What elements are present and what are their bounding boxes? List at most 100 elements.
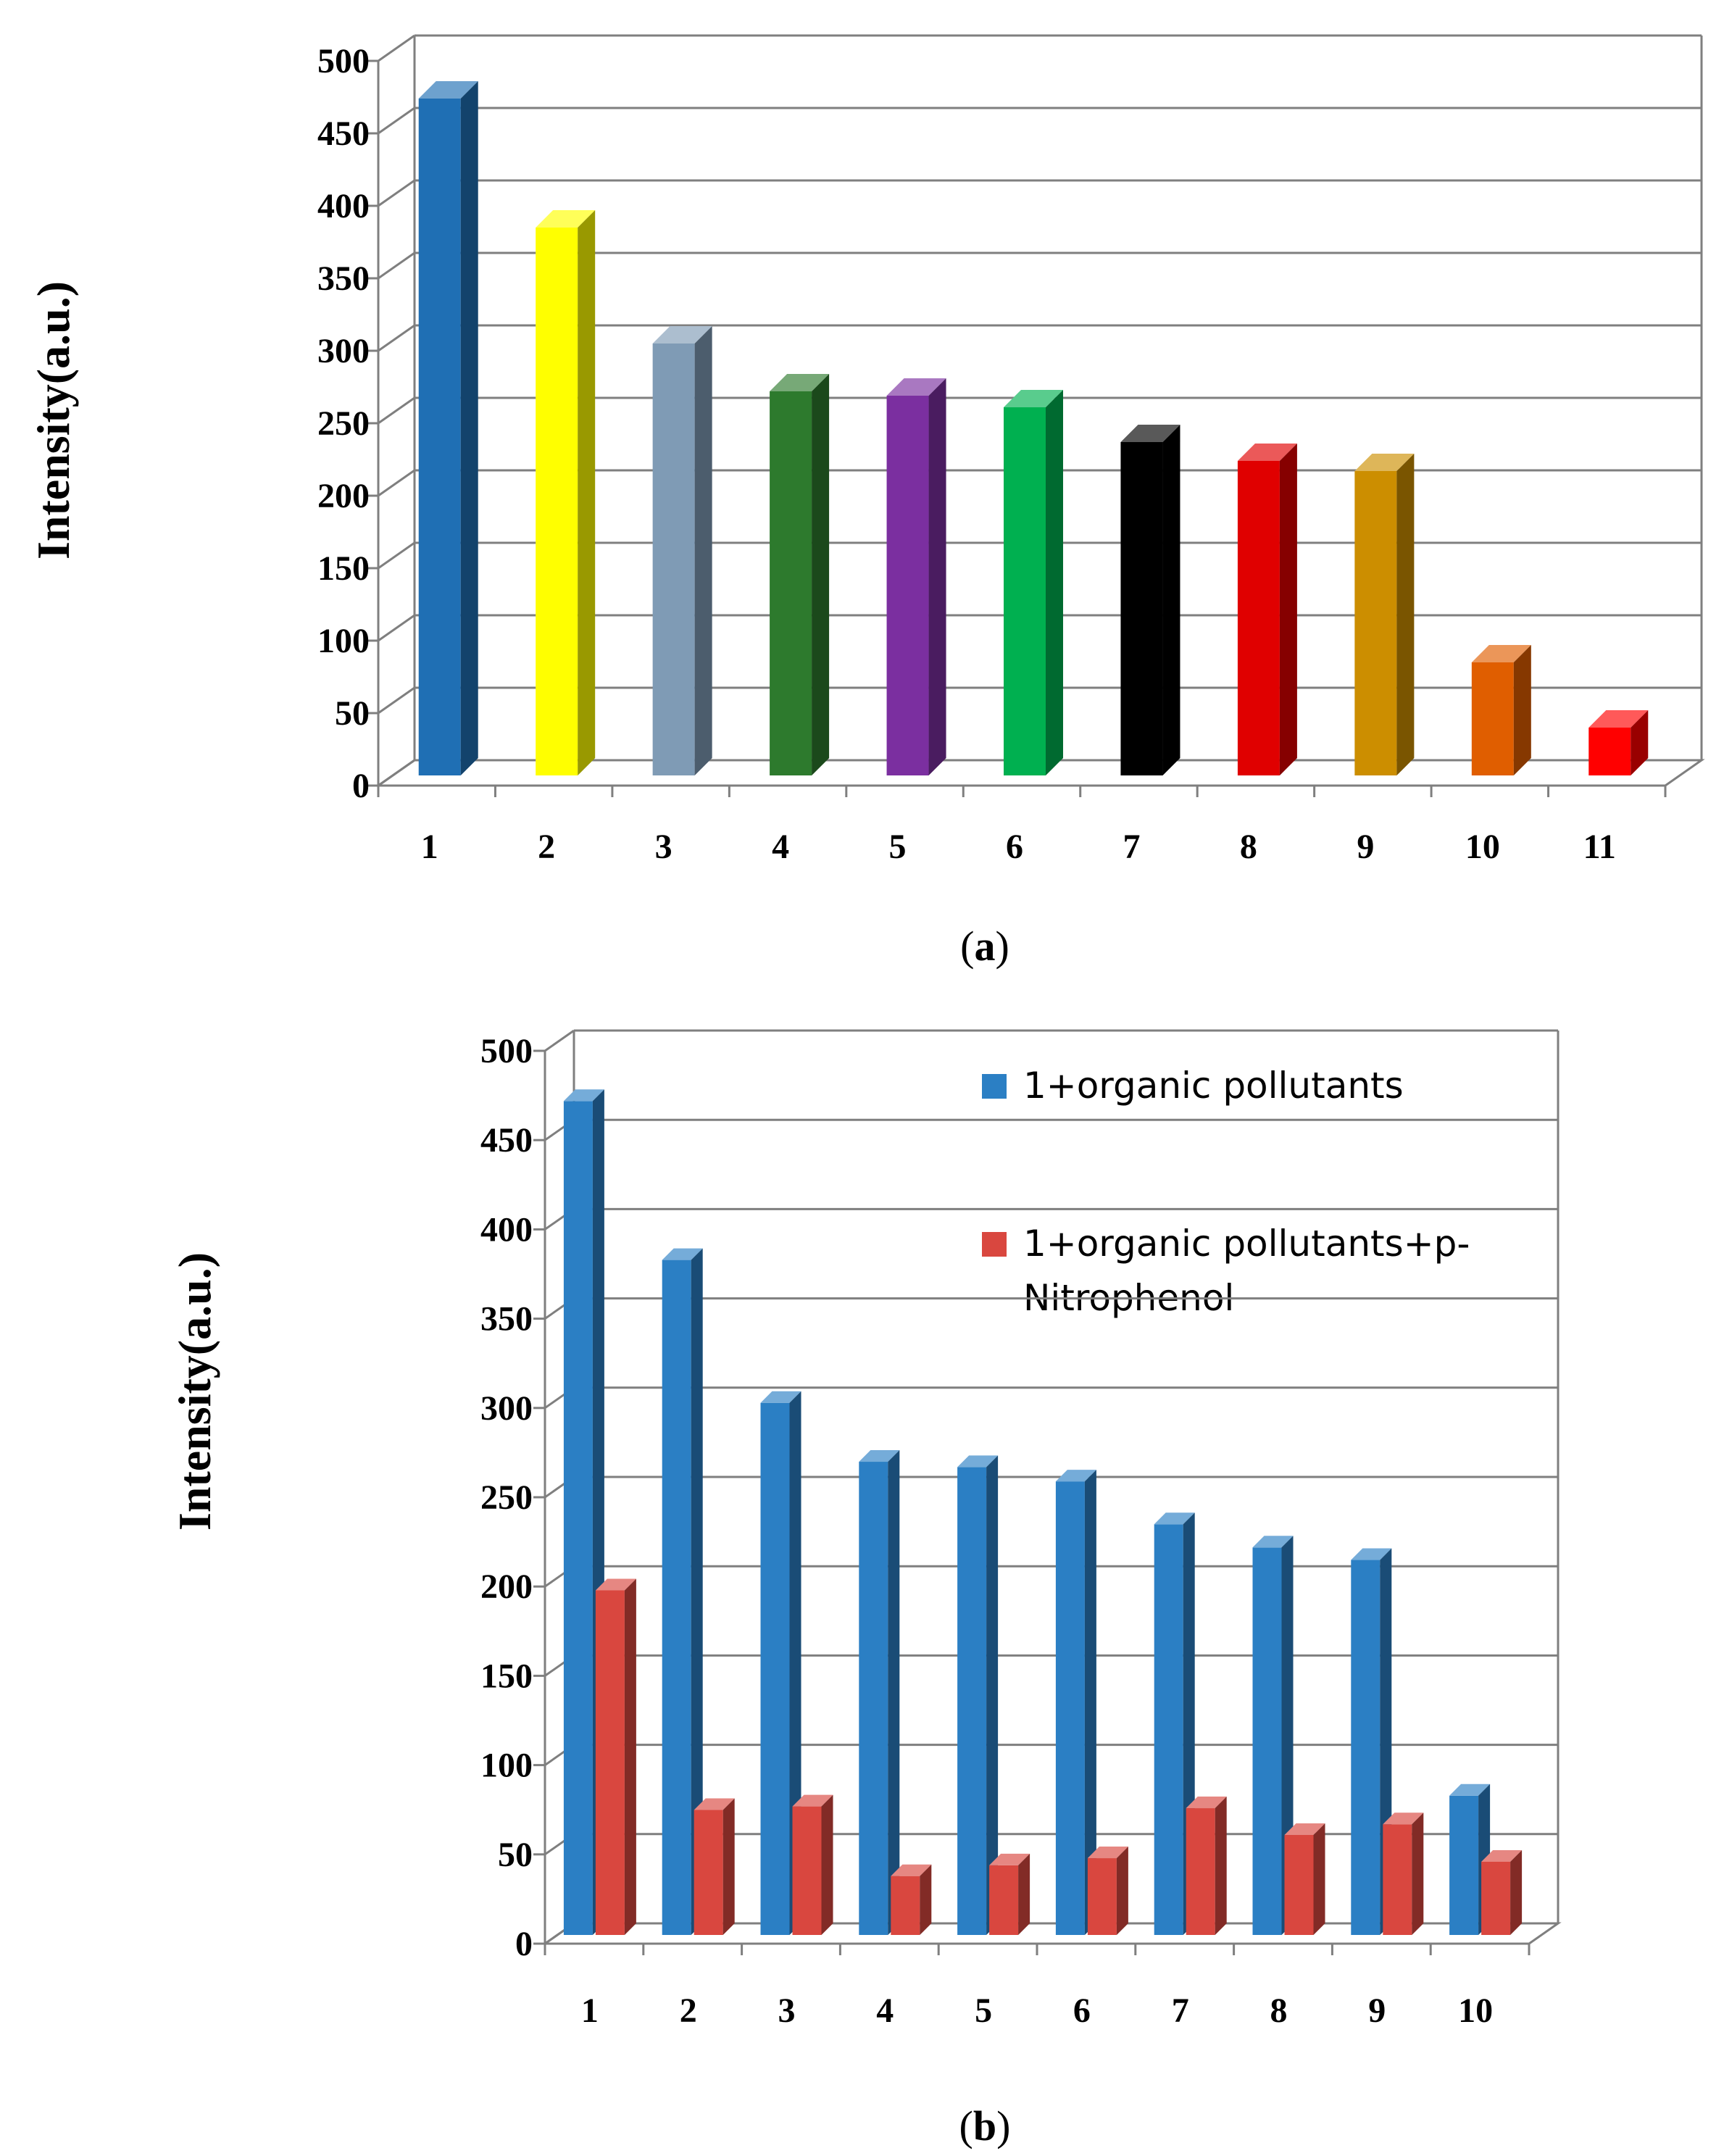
chart-a-bar-4-side (812, 374, 830, 775)
chart-a-bar-1-front (418, 99, 461, 775)
chart-b-series2-bar-5-side (1018, 1853, 1030, 1935)
chart-b-series2-bar-4-side (920, 1864, 932, 1935)
chart-b-gridline-side-10 (544, 1029, 575, 1052)
chart-b-series1-bar-6-front (1055, 1481, 1085, 1935)
chart-b-ytick-label-1: 50 (498, 1836, 533, 1874)
chart-a-bar-9-front (1354, 471, 1397, 775)
chart-a-xtick-label-1: 1 (421, 828, 438, 866)
chart-a-floor (375, 759, 1705, 787)
chart-b-series2-bar-5 (989, 1853, 1030, 1935)
chart-b-series2-bar-9-front (1383, 1824, 1412, 1935)
chart-b-series1-bar-3-top (760, 1391, 801, 1403)
chart-b-ytick-label-9: 450 (480, 1121, 533, 1160)
legend-series-2-label-line1: 1+organic pollutants+p- (1023, 1223, 1470, 1265)
chart-a-bar-3-front (652, 344, 695, 775)
chart-a-bar-8 (1237, 444, 1297, 775)
chart-a-xtick-label-2: 2 (538, 828, 555, 866)
chart-a-ytick-label-0: 0 (352, 767, 370, 805)
legend-series-2-swatch (982, 1232, 1007, 1257)
chart-a-bar-4-top (770, 374, 830, 391)
chart-b-series1-bar-5-front (957, 1467, 987, 1935)
chart-a-bar-2-side (578, 210, 596, 775)
chart-a-bar-5-side (928, 378, 946, 775)
chart-a-bar-11-side (1631, 710, 1649, 775)
chart-b-series2-bar-7 (1186, 1797, 1227, 1935)
chart-b-series1-bar-10-top (1449, 1784, 1491, 1796)
chart-b-series2-bar-3 (792, 1794, 833, 1935)
chart-a-bar-8-top (1237, 444, 1297, 461)
chart-b-series2-bar-8-front (1284, 1835, 1314, 1935)
chart-a-ytick-label-5: 250 (317, 404, 370, 443)
chart-b-ytick-label-5: 250 (480, 1478, 533, 1517)
chart-a-ytick-label-2: 100 (317, 622, 370, 660)
chart-a-bar-3 (652, 326, 712, 775)
chart-a-bar-10 (1471, 645, 1531, 775)
chart-b-series1-bar-2-front (662, 1260, 691, 1935)
chart-a-bar-6-side (1046, 390, 1063, 775)
chart-b-series2-bar-10-top (1481, 1849, 1523, 1862)
chart-b-series2-bar-10 (1481, 1849, 1523, 1935)
chart-b-series2-bar-1-front (595, 1590, 625, 1935)
chart-b-series2-bar-8-side (1313, 1823, 1325, 1935)
chart-a-ytick-label-6: 300 (317, 332, 370, 370)
chart-a-caption: (a) (960, 923, 1009, 970)
chart-a-bar-10-top (1471, 645, 1531, 662)
chart-a-bar-4-front (770, 391, 812, 775)
chart-a-ytick-label-9: 450 (317, 115, 370, 153)
chart-b-series2-bar-8 (1284, 1823, 1325, 1935)
chart-b-series2-bar-3-side (821, 1794, 833, 1935)
chart-a-bar-10-front (1471, 662, 1514, 775)
chart-a-bar-2-top (536, 210, 596, 228)
chart-b-series2-bar-6 (1087, 1847, 1128, 1935)
chart-b-series2-bar-4 (891, 1864, 932, 1935)
chart-b-series1-bar-9-front (1351, 1560, 1381, 1935)
chart-b-series1-bar-9-top (1351, 1548, 1392, 1560)
chart-b-xtick-label-2: 2 (680, 1991, 697, 2030)
chart-a-bar-1-top (418, 81, 478, 99)
chart-b-ytick-label-8: 400 (480, 1210, 533, 1249)
chart-b-series1-bar-2-top (662, 1248, 703, 1260)
chart-b-series1-bar-5 (957, 1455, 999, 1935)
chart-b-series1-bar-7-top (1154, 1512, 1195, 1525)
chart-b-ytick-label-7: 350 (480, 1300, 533, 1339)
chart-b-series1-bar-1-top (563, 1089, 604, 1102)
chart-b-series2-bar-6-side (1116, 1847, 1128, 1935)
chart-b-series2-bar-1-side (624, 1578, 636, 1935)
chart-b-series1-bar-4-top (859, 1450, 900, 1462)
chart-a-xtick-label-10: 10 (1465, 828, 1500, 866)
chart-a-xtick-label-9: 9 (1357, 828, 1374, 866)
chart-a-bar-7-side (1162, 425, 1180, 775)
chart-b-xtick-label-8: 8 (1270, 1991, 1288, 2030)
chart-a-xtick-label-5: 5 (889, 828, 907, 866)
chart-b-series1-bar-6-top (1055, 1470, 1096, 1482)
chart-b-series2-bar-2 (694, 1798, 735, 1935)
chart-b-xtick-label-9: 9 (1368, 1991, 1386, 2030)
chart-a-bar-8-side (1279, 444, 1297, 775)
chart-a-ytick-label-4: 200 (317, 477, 370, 515)
chart-a-bar-11-top (1588, 710, 1649, 728)
chart-b-series2-bar-6-top (1087, 1847, 1128, 1859)
chart-a-bar-6 (1004, 390, 1063, 775)
chart-b-ytick-label-3: 150 (480, 1657, 533, 1695)
chart-b-series2-bar-2-top (694, 1798, 735, 1810)
chart-a-gridline-side-8 (378, 179, 415, 207)
chart-b-series2-bar-2-side (723, 1798, 735, 1935)
chart-a-gridline-side-4 (378, 469, 415, 497)
chart-b-series1-bar-2 (662, 1248, 703, 1935)
chart-a-y-axis-label: Intensity(a.u.) (28, 281, 79, 559)
chart-a-bar-8-front (1237, 461, 1280, 775)
chart-a-bar-7-front (1120, 442, 1163, 775)
chart-b-ytick-label-10: 500 (480, 1032, 533, 1070)
chart-a-ytick-label-10: 500 (317, 42, 370, 80)
chart-b-series1-bar-8 (1252, 1536, 1294, 1935)
chart-a-gridline-side-3 (378, 541, 415, 570)
chart-a-bar-3-side (694, 326, 712, 775)
chart-b-ytick-label-6: 300 (480, 1389, 533, 1428)
chart-b-series1-bar-5-side (986, 1455, 999, 1935)
chart-b-series1-bar-3-side (789, 1391, 801, 1935)
chart-a-ytick-label-7: 350 (317, 259, 370, 298)
chart-b-series2-bar-5-front (989, 1865, 1019, 1935)
chart-b-y-axis-label: Intensity(a.u.) (169, 1252, 220, 1531)
chart-b-series2-bar-7-side (1215, 1797, 1227, 1935)
chart-a-gridline-side-2 (378, 614, 415, 642)
